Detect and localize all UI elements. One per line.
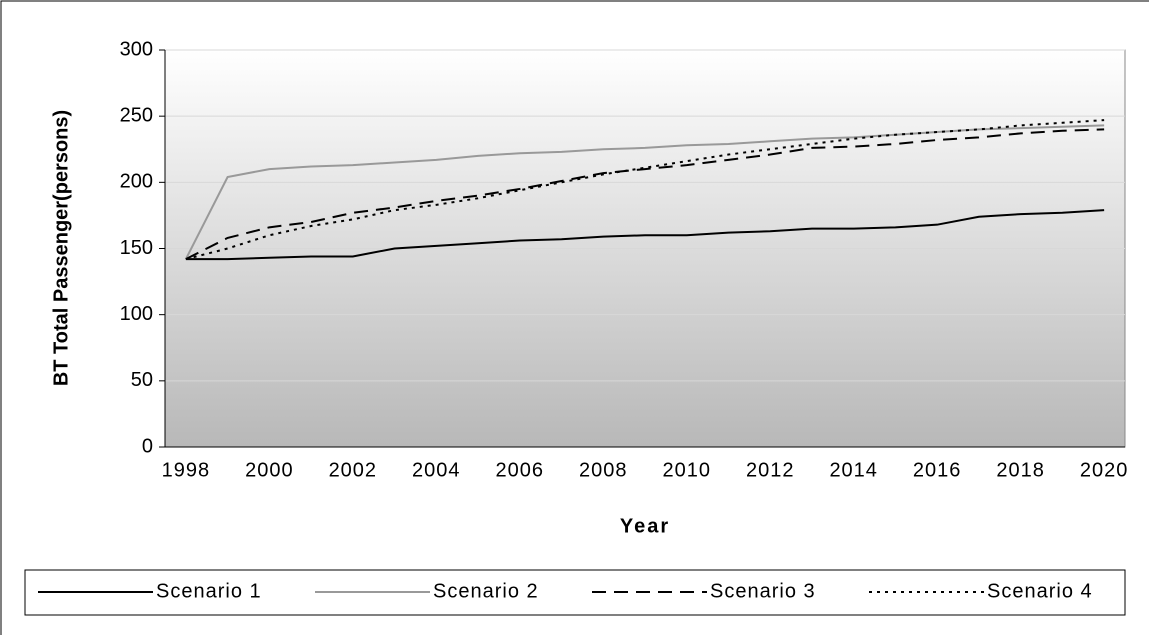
- series-line: [185, 128, 1105, 260]
- legend-label: Scenario 1: [156, 580, 262, 602]
- x-axis-title: Year: [620, 515, 670, 537]
- x-tick-label: 2014: [829, 459, 878, 481]
- x-tick-label: 1998: [162, 459, 211, 481]
- x-tick-label: 2008: [579, 459, 628, 481]
- series-line: [185, 209, 1105, 261]
- legend-label: Scenario 3: [710, 580, 816, 602]
- x-tick-label: 2004: [412, 459, 461, 481]
- y-tick-label: 50: [131, 369, 153, 391]
- y-tick-label: 100: [120, 303, 153, 325]
- y-tick-label: 250: [120, 104, 153, 126]
- x-tick-label: 2000: [245, 459, 294, 481]
- x-tick-label: 2020: [1080, 459, 1129, 481]
- x-tick-label: 2010: [662, 459, 711, 481]
- y-tick-label: 0: [142, 435, 153, 457]
- legend-label: Scenario 4: [987, 580, 1093, 602]
- x-tick-label: 2016: [913, 459, 962, 481]
- y-tick-label: 200: [120, 171, 153, 193]
- legend-label: Scenario 2: [433, 580, 539, 602]
- x-tick-label: 2012: [746, 459, 795, 481]
- y-axis-title: BT Total Passenger(persons): [50, 110, 72, 386]
- series-line: [185, 119, 1105, 261]
- x-tick-label: 2006: [496, 459, 545, 481]
- x-tick-label: 2018: [996, 459, 1045, 481]
- y-tick-label: 300: [120, 38, 153, 60]
- y-tick-label: 150: [120, 237, 153, 259]
- x-tick-label: 2002: [329, 459, 378, 481]
